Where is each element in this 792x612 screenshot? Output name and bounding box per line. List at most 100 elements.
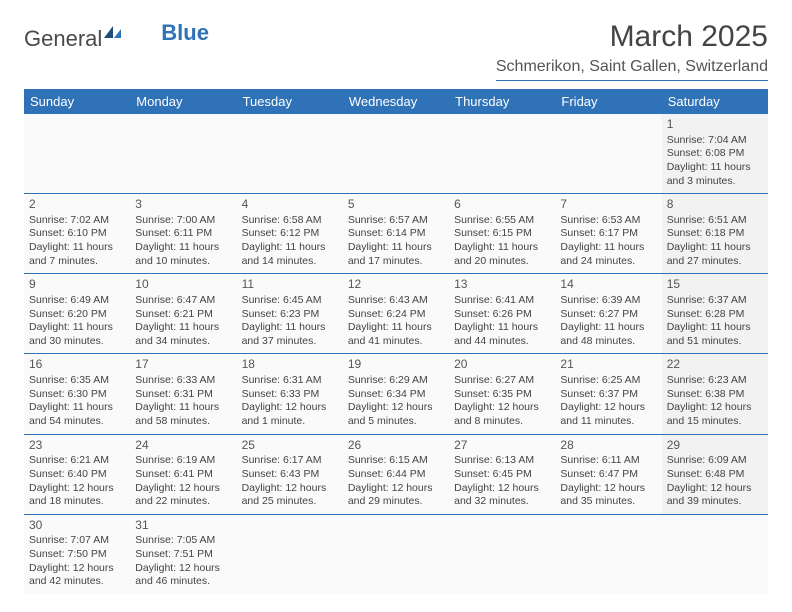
day-info: Sunrise: 6:25 AMSunset: 6:37 PMDaylight:… [560, 374, 656, 429]
weekday-header: Wednesday [343, 89, 449, 114]
day-info: Sunrise: 6:55 AMSunset: 6:15 PMDaylight:… [454, 214, 550, 269]
day-number: 2 [29, 197, 125, 213]
day-info: Sunrise: 6:33 AMSunset: 6:31 PMDaylight:… [135, 374, 231, 429]
weekday-header: Monday [130, 89, 236, 114]
calendar-cell: 16Sunrise: 6:35 AMSunset: 6:30 PMDayligh… [24, 354, 130, 434]
day-info: Sunrise: 7:07 AMSunset: 7:50 PMDaylight:… [29, 534, 125, 589]
day-number: 27 [454, 438, 550, 454]
day-number: 21 [560, 357, 656, 373]
day-info: Sunrise: 6:29 AMSunset: 6:34 PMDaylight:… [348, 374, 444, 429]
day-info: Sunrise: 6:53 AMSunset: 6:17 PMDaylight:… [560, 214, 656, 269]
calendar-cell: 12Sunrise: 6:43 AMSunset: 6:24 PMDayligh… [343, 274, 449, 354]
calendar-cell: 27Sunrise: 6:13 AMSunset: 6:45 PMDayligh… [449, 434, 555, 514]
calendar-cell: 30Sunrise: 7:07 AMSunset: 7:50 PMDayligh… [24, 514, 130, 594]
calendar-cell: 10Sunrise: 6:47 AMSunset: 6:21 PMDayligh… [130, 274, 236, 354]
day-info: Sunrise: 6:45 AMSunset: 6:23 PMDaylight:… [242, 294, 338, 349]
day-number: 10 [135, 277, 231, 293]
calendar-cell: 14Sunrise: 6:39 AMSunset: 6:27 PMDayligh… [555, 274, 661, 354]
day-info: Sunrise: 6:37 AMSunset: 6:28 PMDaylight:… [667, 294, 763, 349]
calendar-cell [343, 514, 449, 594]
day-number: 26 [348, 438, 444, 454]
day-info: Sunrise: 6:13 AMSunset: 6:45 PMDaylight:… [454, 454, 550, 509]
calendar-cell [449, 114, 555, 194]
calendar-cell: 11Sunrise: 6:45 AMSunset: 6:23 PMDayligh… [237, 274, 343, 354]
day-info: Sunrise: 6:31 AMSunset: 6:33 PMDaylight:… [242, 374, 338, 429]
day-info: Sunrise: 6:11 AMSunset: 6:47 PMDaylight:… [560, 454, 656, 509]
calendar-cell: 22Sunrise: 6:23 AMSunset: 6:38 PMDayligh… [662, 354, 768, 434]
calendar-cell: 29Sunrise: 6:09 AMSunset: 6:48 PMDayligh… [662, 434, 768, 514]
day-number: 28 [560, 438, 656, 454]
calendar-cell: 23Sunrise: 6:21 AMSunset: 6:40 PMDayligh… [24, 434, 130, 514]
day-number: 9 [29, 277, 125, 293]
calendar-cell: 7Sunrise: 6:53 AMSunset: 6:17 PMDaylight… [555, 194, 661, 274]
day-info: Sunrise: 6:47 AMSunset: 6:21 PMDaylight:… [135, 294, 231, 349]
day-number: 5 [348, 197, 444, 213]
day-number: 6 [454, 197, 550, 213]
calendar-cell: 25Sunrise: 6:17 AMSunset: 6:43 PMDayligh… [237, 434, 343, 514]
day-info: Sunrise: 7:00 AMSunset: 6:11 PMDaylight:… [135, 214, 231, 269]
calendar-head: SundayMondayTuesdayWednesdayThursdayFrid… [24, 89, 768, 114]
day-number: 29 [667, 438, 763, 454]
calendar-cell: 24Sunrise: 6:19 AMSunset: 6:41 PMDayligh… [130, 434, 236, 514]
weekday-header: Sunday [24, 89, 130, 114]
day-info: Sunrise: 6:51 AMSunset: 6:18 PMDaylight:… [667, 214, 763, 269]
day-number: 16 [29, 357, 125, 373]
day-info: Sunrise: 6:15 AMSunset: 6:44 PMDaylight:… [348, 454, 444, 509]
day-number: 12 [348, 277, 444, 293]
day-info: Sunrise: 6:57 AMSunset: 6:14 PMDaylight:… [348, 214, 444, 269]
calendar-cell: 31Sunrise: 7:05 AMSunset: 7:51 PMDayligh… [130, 514, 236, 594]
logo-text-2: Blue [161, 20, 209, 46]
day-info: Sunrise: 7:04 AMSunset: 6:08 PMDaylight:… [667, 134, 763, 189]
day-number: 18 [242, 357, 338, 373]
day-info: Sunrise: 6:19 AMSunset: 6:41 PMDaylight:… [135, 454, 231, 509]
day-number: 20 [454, 357, 550, 373]
weekday-header: Tuesday [237, 89, 343, 114]
calendar-cell: 2Sunrise: 7:02 AMSunset: 6:10 PMDaylight… [24, 194, 130, 274]
day-info: Sunrise: 6:35 AMSunset: 6:30 PMDaylight:… [29, 374, 125, 429]
calendar-cell: 15Sunrise: 6:37 AMSunset: 6:28 PMDayligh… [662, 274, 768, 354]
day-number: 17 [135, 357, 231, 373]
title-block: March 2025 Schmerikon, Saint Gallen, Swi… [496, 20, 768, 81]
calendar-cell [555, 114, 661, 194]
calendar-cell [237, 514, 343, 594]
calendar-cell: 4Sunrise: 6:58 AMSunset: 6:12 PMDaylight… [237, 194, 343, 274]
calendar-cell [24, 114, 130, 194]
calendar-table: SundayMondayTuesdayWednesdayThursdayFrid… [24, 89, 768, 594]
day-info: Sunrise: 6:27 AMSunset: 6:35 PMDaylight:… [454, 374, 550, 429]
day-number: 14 [560, 277, 656, 293]
calendar-cell: 1Sunrise: 7:04 AMSunset: 6:08 PMDaylight… [662, 114, 768, 194]
calendar-cell: 9Sunrise: 6:49 AMSunset: 6:20 PMDaylight… [24, 274, 130, 354]
day-number: 8 [667, 197, 763, 213]
day-info: Sunrise: 6:23 AMSunset: 6:38 PMDaylight:… [667, 374, 763, 429]
day-number: 31 [135, 518, 231, 534]
calendar-cell: 3Sunrise: 7:00 AMSunset: 6:11 PMDaylight… [130, 194, 236, 274]
calendar-cell: 26Sunrise: 6:15 AMSunset: 6:44 PMDayligh… [343, 434, 449, 514]
calendar-cell [130, 114, 236, 194]
day-info: Sunrise: 6:49 AMSunset: 6:20 PMDaylight:… [29, 294, 125, 349]
calendar-cell: 13Sunrise: 6:41 AMSunset: 6:26 PMDayligh… [449, 274, 555, 354]
calendar-cell: 5Sunrise: 6:57 AMSunset: 6:14 PMDaylight… [343, 194, 449, 274]
weekday-header: Friday [555, 89, 661, 114]
month-title: March 2025 [496, 20, 768, 54]
calendar-body: 1Sunrise: 7:04 AMSunset: 6:08 PMDaylight… [24, 114, 768, 594]
logo-sail-icon [104, 22, 122, 48]
day-info: Sunrise: 6:58 AMSunset: 6:12 PMDaylight:… [242, 214, 338, 269]
logo-text-1: General [24, 26, 102, 52]
calendar-cell: 17Sunrise: 6:33 AMSunset: 6:31 PMDayligh… [130, 354, 236, 434]
day-info: Sunrise: 6:17 AMSunset: 6:43 PMDaylight:… [242, 454, 338, 509]
weekday-header: Thursday [449, 89, 555, 114]
day-number: 24 [135, 438, 231, 454]
day-number: 22 [667, 357, 763, 373]
location: Schmerikon, Saint Gallen, Switzerland [496, 58, 768, 81]
calendar-cell: 18Sunrise: 6:31 AMSunset: 6:33 PMDayligh… [237, 354, 343, 434]
logo: General Blue [24, 20, 209, 52]
header: General Blue March 2025 Schmerikon, Sain… [24, 20, 768, 81]
day-number: 3 [135, 197, 231, 213]
day-number: 15 [667, 277, 763, 293]
calendar-cell: 19Sunrise: 6:29 AMSunset: 6:34 PMDayligh… [343, 354, 449, 434]
day-number: 1 [667, 117, 763, 133]
calendar-cell: 28Sunrise: 6:11 AMSunset: 6:47 PMDayligh… [555, 434, 661, 514]
calendar-cell: 8Sunrise: 6:51 AMSunset: 6:18 PMDaylight… [662, 194, 768, 274]
day-number: 7 [560, 197, 656, 213]
day-number: 11 [242, 277, 338, 293]
